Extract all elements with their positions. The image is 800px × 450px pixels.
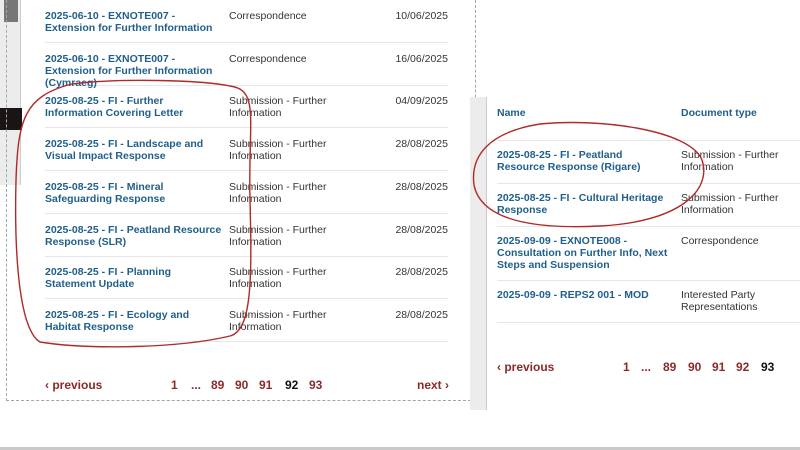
header-document-type[interactable]: Document type <box>681 107 757 119</box>
page-link-90[interactable]: 90 <box>235 378 249 392</box>
table-row: 2025-08-25 - FI - Further Information Co… <box>45 85 448 129</box>
pagination-ellipsis: ... <box>641 360 652 374</box>
page-link-93[interactable]: 93 <box>309 378 323 392</box>
page-link-93[interactable]: 93 <box>761 360 775 374</box>
table-row: 2025-08-25 - FI - Ecology and Habitat Re… <box>45 299 448 342</box>
document-link[interactable]: 2025-08-25 - FI - Peatland Resource Resp… <box>45 223 222 248</box>
document-type: Interested Party Representations <box>681 289 758 313</box>
next-link[interactable]: next › <box>417 378 450 392</box>
document-type: Submission - Further Information <box>229 95 327 120</box>
bottom-divider <box>0 447 800 450</box>
page-link-1[interactable]: 1 <box>171 378 178 392</box>
table-row: 2025-08-25 - FI - Cultural Heritage Resp… <box>497 184 800 227</box>
page-link-89[interactable]: 89 <box>211 378 225 392</box>
document-link[interactable]: 2025-08-25 - FI - Mineral Safeguarding R… <box>45 180 166 205</box>
document-link[interactable]: 2025-08-25 - FI - Cultural Heritage Resp… <box>497 192 664 216</box>
page-link-92[interactable]: 92 <box>285 378 299 392</box>
previous-link[interactable]: ‹ previous <box>45 378 103 392</box>
right-scroll-strip <box>470 97 487 410</box>
document-date: 04/09/2025 <box>395 95 448 108</box>
previous-link[interactable]: ‹ previous <box>497 360 555 374</box>
document-link[interactable]: 2025-09-09 - REPS2 001 - MOD <box>497 289 649 301</box>
document-link[interactable]: 2025-08-25 - FI - Peatland Resource Resp… <box>497 149 641 173</box>
page-link-92[interactable]: 92 <box>736 360 750 374</box>
table-row: 2025-09-09 - REPS2 001 - MOD Interested P… <box>497 281 800 323</box>
document-type: Submission - Further Information <box>681 192 779 216</box>
header-name[interactable]: Name <box>497 107 526 119</box>
document-date: 28/08/2025 <box>395 308 448 321</box>
document-date: 10/06/2025 <box>395 10 448 22</box>
document-link[interactable]: 2025-09-09 - EXNOTE008 - Consultation on… <box>497 235 668 271</box>
pagination-ellipsis: ... <box>191 378 202 392</box>
table-row: 2025-08-25 - FI - Landscape and Visual I… <box>45 128 448 172</box>
table-row: 2025-08-25 - FI - Planning Statement Upd… <box>45 256 448 300</box>
document-link[interactable]: 2025-08-25 - FI - Ecology and Habitat Re… <box>45 308 190 333</box>
document-link[interactable]: 2025-08-25 - FI - Planning Statement Upd… <box>45 266 172 291</box>
table-row: 2025-06-10 - EXNOTE007 - Extension for F… <box>45 0 448 43</box>
document-type: Correspondence <box>681 235 759 247</box>
table-row: 2025-06-10 - EXNOTE007 - Extension for F… <box>45 43 448 89</box>
document-link[interactable]: 2025-06-10 - EXNOTE007 - Extension for F… <box>45 10 213 34</box>
document-date: 28/08/2025 <box>395 223 448 236</box>
document-type: Correspondence <box>229 10 307 22</box>
document-type: Submission - Further Information <box>229 223 327 248</box>
table-row: 2025-08-25 - FI - Mineral Safeguarding R… <box>45 171 448 214</box>
table-row: 2025-09-09 - EXNOTE008 - Consultation on… <box>497 227 800 281</box>
document-type: Submission - Further Information <box>681 149 779 173</box>
document-date: 28/08/2025 <box>395 180 448 193</box>
page-link-91[interactable]: 91 <box>259 378 273 392</box>
table-row: 2025-08-25 - FI - Peatland Resource Resp… <box>45 214 448 257</box>
document-link[interactable]: 2025-08-25 - FI - Further Information Co… <box>45 95 184 120</box>
document-date: 16/06/2025 <box>395 52 448 65</box>
document-type: Submission - Further Information <box>229 308 327 333</box>
document-date: 28/08/2025 <box>395 138 448 151</box>
page-link-90[interactable]: 90 <box>688 360 702 374</box>
document-type: Correspondence <box>229 52 307 65</box>
document-link[interactable]: 2025-08-25 - FI - Landscape and Visual I… <box>45 138 204 163</box>
page-link-89[interactable]: 89 <box>663 360 677 374</box>
document-date: 28/08/2025 <box>395 266 448 279</box>
document-type: Submission - Further Information <box>229 266 327 291</box>
document-type: Submission - Further Information <box>229 180 327 205</box>
page-link-1[interactable]: 1 <box>623 360 630 374</box>
document-type: Submission - Further Information <box>229 138 327 163</box>
scrollbar-thumb[interactable] <box>4 0 18 22</box>
document-link[interactable]: 2025-06-10 - EXNOTE007 - Extension for F… <box>45 52 213 89</box>
page-link-91[interactable]: 91 <box>712 360 726 374</box>
table-row: 2025-08-25 - FI - Peatland Resource Resp… <box>497 141 800 184</box>
